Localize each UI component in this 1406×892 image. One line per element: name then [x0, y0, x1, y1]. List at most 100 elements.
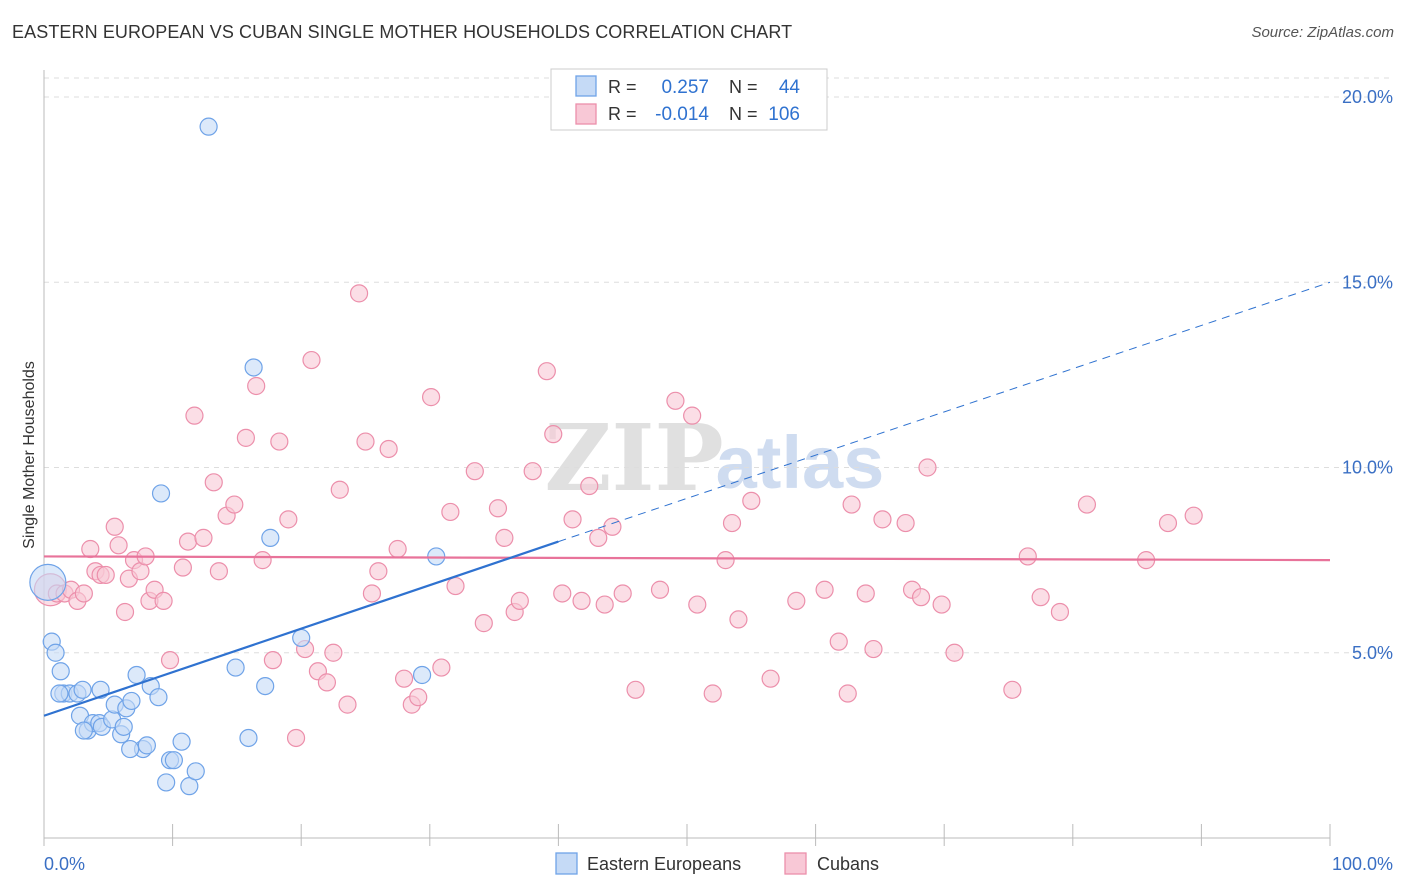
cuban-point — [1003, 680, 1022, 699]
cuban-point — [74, 584, 93, 603]
eastern-european-point — [164, 751, 183, 770]
cuban-point — [716, 551, 735, 570]
cuban-point — [864, 639, 883, 659]
eastern-european-point — [256, 676, 275, 696]
cuban-point — [945, 643, 964, 662]
legend-n-label: N = — [729, 104, 758, 124]
cuban-point — [742, 491, 761, 510]
cuban-point — [253, 551, 272, 570]
cuban-point — [209, 562, 228, 581]
cuban-point — [842, 495, 861, 514]
cuban-point — [194, 528, 213, 547]
cuban-point — [96, 565, 115, 585]
eastern-european-point — [121, 739, 140, 759]
y-tick-label: 5.0% — [1352, 643, 1393, 663]
cuban-point — [465, 462, 484, 481]
cuban-point — [703, 684, 722, 703]
cuban-point — [474, 614, 493, 633]
cuban-point — [154, 591, 173, 610]
cuban-point — [317, 673, 337, 692]
legend-r-label: R = — [608, 104, 637, 124]
cuban-point — [896, 513, 915, 533]
cuban-point — [394, 669, 414, 688]
legend-swatch-pink — [575, 103, 597, 125]
cuban-point — [286, 728, 306, 748]
cuban-point — [613, 584, 632, 603]
cuban-point — [324, 643, 343, 662]
cuban-point — [1184, 506, 1203, 525]
cuban-point — [553, 584, 572, 603]
cuban-point — [918, 458, 937, 477]
legend-r-value: 0.257 — [661, 77, 709, 98]
correlation-legend: R = 0.257 N = 44 R = -0.014 N = 106 — [550, 68, 828, 131]
cuban-point — [421, 388, 441, 407]
cuban-point — [1158, 513, 1178, 533]
cuban-point — [856, 584, 875, 603]
eastern-european-point — [122, 691, 141, 711]
cuban-point — [379, 439, 398, 459]
cubans-points — [33, 284, 1203, 748]
cuban-point — [338, 695, 357, 714]
cuban-point — [105, 517, 124, 536]
cuban-point — [185, 406, 204, 425]
cuban-point — [722, 513, 742, 533]
eastern-european-point — [199, 117, 218, 136]
series-legend: Eastern Europeans Cubans — [555, 852, 879, 875]
series-legend-swatch-blue — [555, 852, 578, 875]
eastern-european-point — [172, 732, 191, 751]
eastern-european-point — [51, 662, 70, 681]
eastern-european-point — [149, 688, 168, 707]
cuban-point — [356, 432, 375, 451]
legend-n-value: 44 — [779, 77, 801, 98]
cuban-point — [369, 562, 388, 581]
axes — [43, 70, 1331, 846]
cuban-point — [572, 591, 591, 610]
eastern-european-point — [244, 358, 263, 377]
cuban-point — [115, 602, 135, 622]
eastern-europeans-trend-line — [43, 540, 559, 717]
legend-r-value: -0.014 — [655, 104, 709, 125]
cuban-point — [932, 595, 951, 614]
eastern-european-point — [427, 547, 446, 566]
cuban-point — [787, 591, 806, 610]
cuban-point — [488, 499, 508, 518]
cuban-point — [1050, 602, 1070, 622]
eastern-european-point — [74, 721, 93, 740]
cuban-point — [204, 473, 223, 492]
cuban-point — [432, 658, 451, 677]
cuban-point — [349, 284, 369, 303]
eastern-european-point — [73, 680, 92, 699]
eastern-european-point — [292, 628, 311, 648]
cuban-point — [650, 580, 670, 599]
cuban-point — [683, 406, 702, 425]
eastern-europeans-trend-extension — [558, 281, 1331, 543]
legend-n-label: N = — [729, 77, 758, 97]
cubans-trend-line — [43, 555, 1331, 562]
series-legend-swatch-pink — [784, 852, 807, 875]
eastern-european-point — [46, 643, 65, 662]
cuban-point — [109, 536, 128, 555]
cuban-point — [236, 428, 256, 447]
x-tick-label-min: 0.0% — [44, 854, 85, 874]
eastern-european-point — [151, 484, 171, 503]
cuban-point — [81, 539, 100, 559]
eastern-european-point — [239, 728, 258, 748]
y-tick-label: 20.0% — [1342, 87, 1393, 107]
source-note: Source: ZipAtlas.com — [1251, 24, 1394, 41]
cuban-point — [270, 432, 289, 451]
cuban-point — [302, 350, 321, 370]
y-tick-label: 10.0% — [1342, 458, 1393, 478]
eastern-european-point — [261, 528, 280, 547]
x-tick-label-max: 100.0% — [1332, 854, 1393, 874]
cuban-point — [580, 476, 599, 496]
eastern-european-point — [186, 762, 205, 781]
cuban-point — [178, 532, 198, 551]
cuban-point — [225, 495, 244, 514]
legend-swatch-blue — [575, 75, 597, 97]
y-tick-label: 15.0% — [1342, 272, 1393, 292]
cuban-point — [589, 528, 608, 547]
cuban-point — [688, 595, 707, 614]
trend-lines — [43, 281, 1331, 717]
cuban-point — [446, 576, 465, 596]
eastern-european-point — [412, 665, 432, 685]
